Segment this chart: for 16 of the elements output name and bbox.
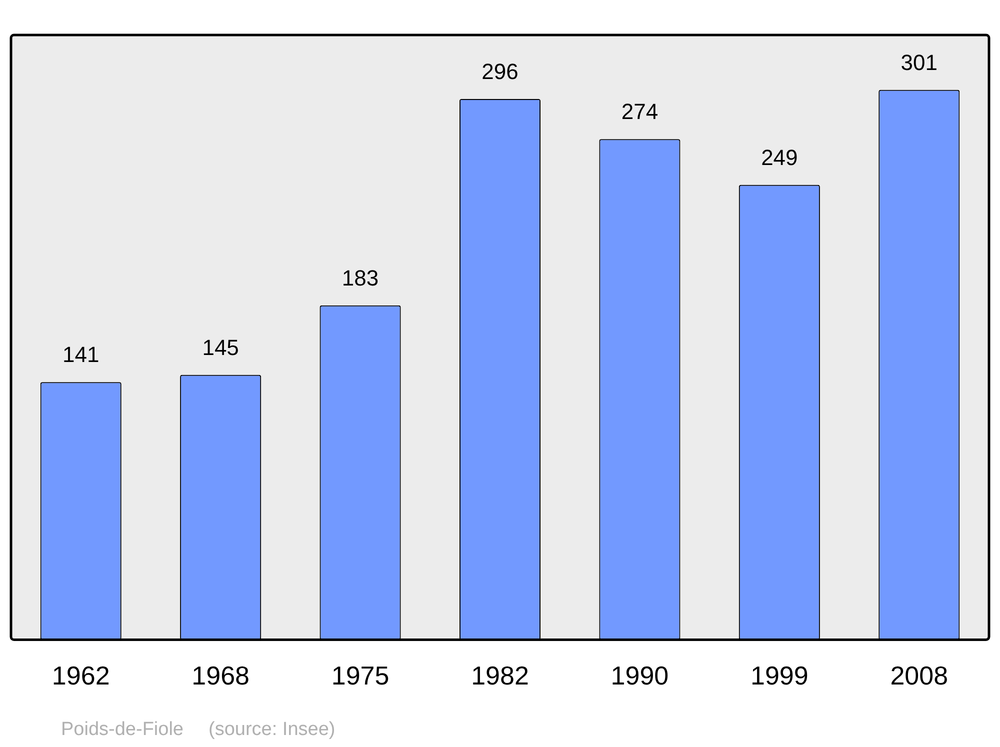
x-tick-label: 1975 bbox=[331, 660, 390, 691]
x-tick-label: 1962 bbox=[52, 660, 110, 691]
x-tick-label: 1968 bbox=[192, 660, 250, 691]
x-tick-label: 1990 bbox=[610, 660, 669, 691]
data-label: 141 bbox=[62, 342, 100, 368]
data-label: 274 bbox=[621, 99, 658, 124]
data-label: 296 bbox=[482, 59, 518, 84]
text: Poids-de-Fiole bbox=[61, 719, 184, 740]
x-tick-label: 1982 bbox=[471, 660, 529, 691]
x-tick-label: 1999 bbox=[750, 660, 808, 691]
data-label: 145 bbox=[202, 334, 239, 360]
x-tick-label: 2008 bbox=[890, 660, 948, 691]
data-label: 301 bbox=[900, 50, 938, 75]
text: (source: Insee) bbox=[208, 719, 336, 740]
data-label: 183 bbox=[342, 265, 379, 290]
data-label: 249 bbox=[761, 144, 798, 170]
